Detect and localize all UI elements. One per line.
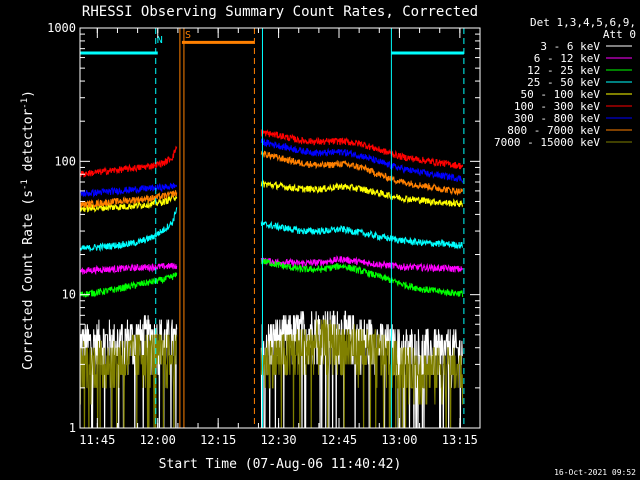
series-line-5-segment-1 [80, 145, 178, 178]
chart-title: RHESSI Observing Summary Count Rates, Co… [82, 4, 478, 20]
legend-label-8: 7000 - 15000 keV [494, 136, 600, 149]
legend-label-6: 300 - 800 keV [514, 112, 600, 125]
x-tick-label-3: 12:30 [261, 433, 297, 447]
plot-clipped-group [80, 28, 465, 428]
y-axis-label-mid: detector [21, 109, 36, 180]
series-line-3-segment-1 [80, 207, 178, 252]
y-axis-label-sup1: -1 [20, 179, 30, 190]
series-line-5-segment-2 [260, 129, 464, 170]
y-axis-label-main: Corrected Count Rate (s [21, 190, 36, 370]
series-line-8-segment-1 [80, 329, 178, 428]
series-line-2-segment-1 [80, 272, 178, 298]
legend-label-2: 12 - 25 keV [527, 64, 600, 77]
series-line-8-segment-2 [260, 319, 464, 428]
legend-label-1: 6 - 12 keV [534, 52, 601, 65]
series-line-3-segment-2 [260, 220, 463, 250]
legend-header-line1: Det 1,3,4,5,6,9, [530, 16, 636, 29]
y-tick-label-0: 1 [69, 421, 76, 435]
x-tick-label-6: 13:15 [442, 433, 478, 447]
legend-label-5: 100 - 300 keV [514, 100, 600, 113]
x-tick-label-4: 12:45 [321, 433, 357, 447]
x-axis-label: Start Time (07-Aug-06 11:40:42) [159, 457, 402, 472]
series-line-4-segment-1 [80, 194, 178, 213]
legend-label-7: 800 - 7000 keV [507, 124, 600, 137]
plot-area: N S 1 10 100 1000 11:45 12:00 12:15 12:30 12:45 13:… [47, 21, 481, 447]
legend-header-line2: Att 0 [603, 28, 636, 41]
legend-label-3: 25 - 50 keV [527, 76, 600, 89]
series-line-7-segment-2 [260, 149, 464, 196]
x-tick-label-5: 13:00 [381, 433, 417, 447]
y-axis-label-sup2: -1 [20, 98, 30, 109]
legend-label-0: 3 - 6 keV [540, 40, 600, 53]
annotation-s: S [185, 30, 191, 41]
legend-label-4: 50 - 100 keV [521, 88, 601, 101]
x-tick-label-2: 12:15 [200, 433, 236, 447]
y-tick-label-1: 10 [62, 288, 76, 302]
x-tick-label-1: 12:00 [140, 433, 176, 447]
annotation-n: N [157, 35, 163, 46]
y-tick-label-3: 1000 [47, 21, 76, 35]
series-line-6-segment-2 [260, 137, 464, 184]
y-tick-label-2: 100 [54, 154, 76, 168]
series-line-1-segment-1 [80, 262, 178, 276]
series-line-2-segment-2 [261, 258, 464, 298]
series-line-6-segment-1 [80, 182, 178, 198]
footer-timestamp: 16-Oct-2021 09:52 [554, 468, 636, 477]
series-line-4-segment-2 [260, 179, 464, 208]
series-line-7-segment-1 [80, 190, 178, 209]
plot-frame [79, 27, 481, 429]
y-axis-label: Corrected Count Rate (s-1 detector-1) [20, 90, 36, 370]
series-line-1-segment-2 [260, 255, 464, 273]
y-axis-label-end: ) [21, 90, 36, 98]
x-tick-label-0: 11:45 [79, 433, 115, 447]
